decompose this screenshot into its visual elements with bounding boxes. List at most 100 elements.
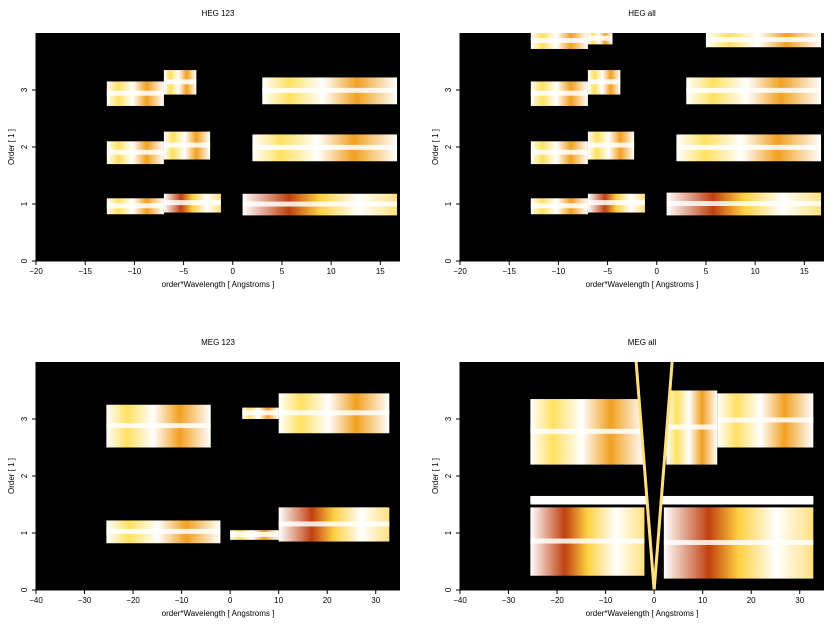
x-tick-label: −10 <box>175 596 189 605</box>
y-tick-label: 0 <box>20 587 29 592</box>
y-tick-label: 3 <box>20 416 29 421</box>
y-axis-label: Order [ 1 ] <box>7 458 16 494</box>
x-tick-label: −30 <box>502 596 516 605</box>
y-tick-label: 1 <box>20 530 29 535</box>
band-ridge <box>705 37 822 43</box>
band-ridge <box>242 410 279 416</box>
x-tick-label: 0 <box>228 596 233 605</box>
y-tick-label: 3 <box>444 87 453 92</box>
chart-title: MEG all <box>628 338 657 347</box>
band-ridge <box>530 37 588 43</box>
band-ridge <box>530 538 645 544</box>
band-ridge <box>230 531 279 537</box>
x-tick-label: 10 <box>698 596 707 605</box>
x-tick-label: −15 <box>502 267 516 276</box>
y-tick-label: 2 <box>20 473 29 478</box>
band-ridge <box>163 79 197 85</box>
x-tick-label: 15 <box>376 267 385 276</box>
x-tick-label: 0 <box>655 267 660 276</box>
y-tick-label: 1 <box>444 530 453 535</box>
band-ridge <box>278 410 390 416</box>
band-ridge <box>106 423 211 429</box>
band-ridge <box>163 200 221 206</box>
band-ridge <box>587 142 635 148</box>
band-ridge <box>530 203 588 209</box>
band-ridge <box>530 149 588 155</box>
x-tick-label: −10 <box>552 267 566 276</box>
y-tick-label: 2 <box>444 144 453 149</box>
chart-panel: HEG all −20 −15 −10 −5 0 5 10 15 0 1 2 3 order*Wavele… <box>431 9 824 289</box>
x-axis-label: order*Wavelength [ Angstroms ] <box>162 609 275 618</box>
x-tick-label: −20 <box>550 596 564 605</box>
band-ridge <box>106 90 164 96</box>
x-tick-label: −40 <box>453 596 467 605</box>
x-axis-label: order*Wavelength [ Angstroms ] <box>586 280 699 289</box>
x-tick-label: 10 <box>327 267 336 276</box>
x-tick-label: 30 <box>795 596 804 605</box>
chart-title: MEG 123 <box>201 338 235 347</box>
x-tick-label: 0 <box>652 596 657 605</box>
band-ridge <box>106 203 164 209</box>
band-ridge <box>666 424 718 430</box>
x-tick-label: −40 <box>29 596 43 605</box>
x-tick-label: −15 <box>78 267 92 276</box>
y-tick-label: 0 <box>444 587 453 592</box>
y-tick-label: 1 <box>20 201 29 206</box>
x-tick-label: 0 <box>231 267 236 276</box>
band-ridge <box>666 201 822 206</box>
y-tick-label: 3 <box>444 416 453 421</box>
y-tick-label: 1 <box>444 201 453 206</box>
band-ridge <box>530 497 814 503</box>
band-ridge <box>106 528 221 534</box>
wedge-edge <box>652 361 674 591</box>
x-tick-label: −20 <box>29 267 43 276</box>
x-tick-label: 10 <box>274 596 283 605</box>
x-tick-label: −10 <box>599 596 613 605</box>
band-ridge <box>242 201 398 207</box>
chart-panel: HEG 123 −20 −15 −10 −5 0 5 10 15 0 1 2 3 order*Wavele… <box>7 9 400 289</box>
x-axis-label: order*Wavelength [ Angstroms ] <box>586 609 699 618</box>
x-tick-label: 20 <box>747 596 756 605</box>
x-tick-label: −10 <box>128 267 142 276</box>
band-ridge <box>163 142 211 148</box>
y-tick-label: 2 <box>20 144 29 149</box>
band-ridge <box>587 35 613 41</box>
band-ridge <box>106 149 164 155</box>
y-axis-label: Order [ 1 ] <box>7 129 16 165</box>
y-tick-label: 2 <box>444 473 453 478</box>
y-axis-label: Order [ 1 ] <box>431 129 440 165</box>
band-ridge <box>587 79 621 85</box>
band-ridge <box>530 428 645 434</box>
y-tick-label: 3 <box>20 87 29 92</box>
x-tick-label: −30 <box>78 596 92 605</box>
x-tick-label: −20 <box>126 596 140 605</box>
x-tick-label: 20 <box>323 596 332 605</box>
x-tick-label: 30 <box>371 596 380 605</box>
band-ridge <box>278 521 390 527</box>
x-axis-label: order*Wavelength [ Angstroms ] <box>162 280 275 289</box>
x-tick-label: 5 <box>704 267 709 276</box>
x-tick-label: −5 <box>603 267 613 276</box>
y-axis-label: Order [ 1 ] <box>431 458 440 494</box>
band-ridge <box>587 200 645 206</box>
x-tick-label: 5 <box>280 267 285 276</box>
chart-title: HEG all <box>628 9 656 18</box>
chart-panel: MEG 123 −40 −30 −20 −10 0 10 20 30 0 1 2 3 order*Wave… <box>7 338 400 618</box>
band-ridge <box>663 539 814 545</box>
y-tick-label: 0 <box>20 258 29 263</box>
x-tick-label: −5 <box>179 267 189 276</box>
x-tick-label: −20 <box>453 267 467 276</box>
chart-title: HEG 123 <box>202 9 235 18</box>
band-ridge <box>676 144 822 150</box>
band-ridge <box>252 144 398 150</box>
band-ridge <box>686 87 822 93</box>
band-ridge <box>530 90 588 96</box>
x-tick-label: 10 <box>751 267 760 276</box>
chart-panel: MEG all −40 −30 −20 −10 0 10 20 30 0 1 2 3 order*Wave… <box>431 338 824 618</box>
y-tick-label: 0 <box>444 258 453 263</box>
band-ridge <box>717 417 814 423</box>
band-ridge <box>262 87 398 93</box>
zero-order-wedge <box>636 362 673 590</box>
wedge-edge <box>634 361 656 591</box>
